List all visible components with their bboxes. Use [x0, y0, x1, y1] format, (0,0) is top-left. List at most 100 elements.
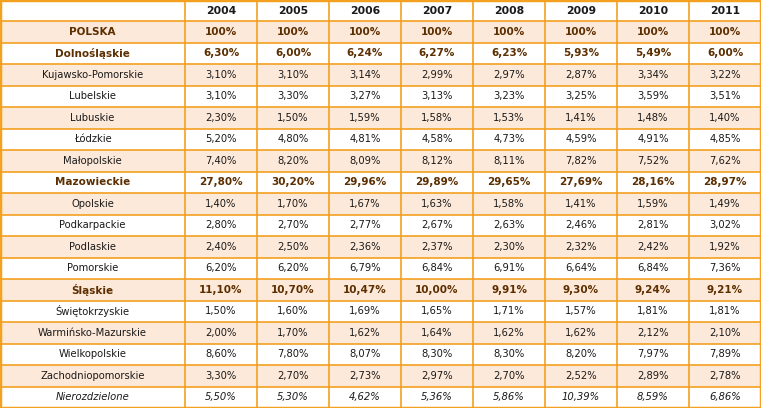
- Bar: [473, 64, 545, 86]
- Text: 2,73%: 2,73%: [349, 371, 380, 381]
- Bar: [0, 236, 185, 257]
- Text: 1,69%: 1,69%: [349, 306, 380, 316]
- Bar: [473, 344, 545, 365]
- Text: 8,59%: 8,59%: [637, 392, 669, 402]
- Bar: [329, 193, 401, 215]
- Text: 7,82%: 7,82%: [565, 156, 597, 166]
- Bar: [0, 257, 185, 279]
- Text: 10,39%: 10,39%: [562, 392, 600, 402]
- Bar: [545, 171, 617, 193]
- Text: 3,27%: 3,27%: [349, 91, 380, 101]
- Text: 2004: 2004: [206, 5, 236, 16]
- Text: 8,20%: 8,20%: [565, 349, 597, 359]
- Text: 5,93%: 5,93%: [563, 48, 599, 58]
- Text: 2,30%: 2,30%: [205, 113, 237, 123]
- Text: 2010: 2010: [638, 5, 668, 16]
- Bar: [401, 86, 473, 107]
- Text: 4,58%: 4,58%: [422, 134, 453, 144]
- Text: Łódzkie: Łódzkie: [74, 134, 111, 144]
- Bar: [617, 215, 689, 236]
- Bar: [473, 86, 545, 107]
- Bar: [257, 21, 329, 42]
- Bar: [185, 129, 257, 150]
- Bar: [257, 150, 329, 171]
- Bar: [257, 301, 329, 322]
- Bar: [257, 129, 329, 150]
- Text: 30,20%: 30,20%: [271, 177, 315, 187]
- Text: 2,10%: 2,10%: [709, 328, 740, 338]
- Text: 8,60%: 8,60%: [205, 349, 237, 359]
- Bar: [401, 215, 473, 236]
- Bar: [0, 301, 185, 322]
- Text: 1,71%: 1,71%: [493, 306, 525, 316]
- Bar: [545, 86, 617, 107]
- Text: 29,65%: 29,65%: [487, 177, 530, 187]
- Bar: [617, 322, 689, 344]
- Bar: [329, 21, 401, 42]
- Bar: [329, 107, 401, 129]
- Bar: [689, 42, 761, 64]
- Bar: [329, 322, 401, 344]
- Text: 6,00%: 6,00%: [707, 48, 743, 58]
- Bar: [257, 236, 329, 257]
- Text: 2,32%: 2,32%: [565, 242, 597, 252]
- Text: 1,70%: 1,70%: [277, 328, 309, 338]
- Text: 1,50%: 1,50%: [277, 113, 309, 123]
- Text: Mazowieckie: Mazowieckie: [55, 177, 130, 187]
- Bar: [617, 344, 689, 365]
- Text: 1,65%: 1,65%: [421, 306, 453, 316]
- Bar: [185, 386, 257, 408]
- Bar: [185, 365, 257, 386]
- Text: 2,97%: 2,97%: [421, 371, 453, 381]
- Bar: [185, 86, 257, 107]
- Text: 1,70%: 1,70%: [277, 199, 309, 209]
- Text: 4,62%: 4,62%: [349, 392, 380, 402]
- Text: 6,86%: 6,86%: [709, 392, 741, 402]
- Bar: [257, 86, 329, 107]
- Bar: [185, 257, 257, 279]
- Text: 2,52%: 2,52%: [565, 371, 597, 381]
- Text: 1,53%: 1,53%: [493, 113, 525, 123]
- Bar: [257, 193, 329, 215]
- Bar: [617, 171, 689, 193]
- Bar: [329, 365, 401, 386]
- Bar: [545, 215, 617, 236]
- Bar: [545, 322, 617, 344]
- Bar: [473, 107, 545, 129]
- Text: 27,69%: 27,69%: [559, 177, 603, 187]
- Bar: [185, 150, 257, 171]
- Bar: [0, 279, 185, 301]
- Bar: [473, 171, 545, 193]
- Text: 9,91%: 9,91%: [491, 285, 527, 295]
- Bar: [617, 257, 689, 279]
- Text: 1,50%: 1,50%: [205, 306, 237, 316]
- Text: 8,11%: 8,11%: [493, 156, 525, 166]
- Bar: [473, 236, 545, 257]
- Text: 2,37%: 2,37%: [422, 242, 453, 252]
- Bar: [401, 257, 473, 279]
- Bar: [329, 215, 401, 236]
- Bar: [257, 279, 329, 301]
- Text: 9,21%: 9,21%: [707, 285, 743, 295]
- Text: 2,46%: 2,46%: [565, 220, 597, 230]
- Text: 2011: 2011: [710, 5, 740, 16]
- Bar: [329, 0, 401, 21]
- Bar: [401, 150, 473, 171]
- Bar: [545, 344, 617, 365]
- Bar: [257, 171, 329, 193]
- Text: 1,81%: 1,81%: [637, 306, 669, 316]
- Bar: [329, 279, 401, 301]
- Bar: [0, 0, 185, 21]
- Bar: [617, 150, 689, 171]
- Text: 6,84%: 6,84%: [637, 263, 669, 273]
- Bar: [185, 193, 257, 215]
- Bar: [401, 279, 473, 301]
- Text: 1,41%: 1,41%: [565, 199, 597, 209]
- Bar: [689, 279, 761, 301]
- Text: Wielkopolskie: Wielkopolskie: [59, 349, 126, 359]
- Text: 3,51%: 3,51%: [709, 91, 740, 101]
- Text: 1,63%: 1,63%: [422, 199, 453, 209]
- Text: 1,48%: 1,48%: [637, 113, 669, 123]
- Text: 3,22%: 3,22%: [709, 70, 740, 80]
- Text: 6,27%: 6,27%: [419, 48, 455, 58]
